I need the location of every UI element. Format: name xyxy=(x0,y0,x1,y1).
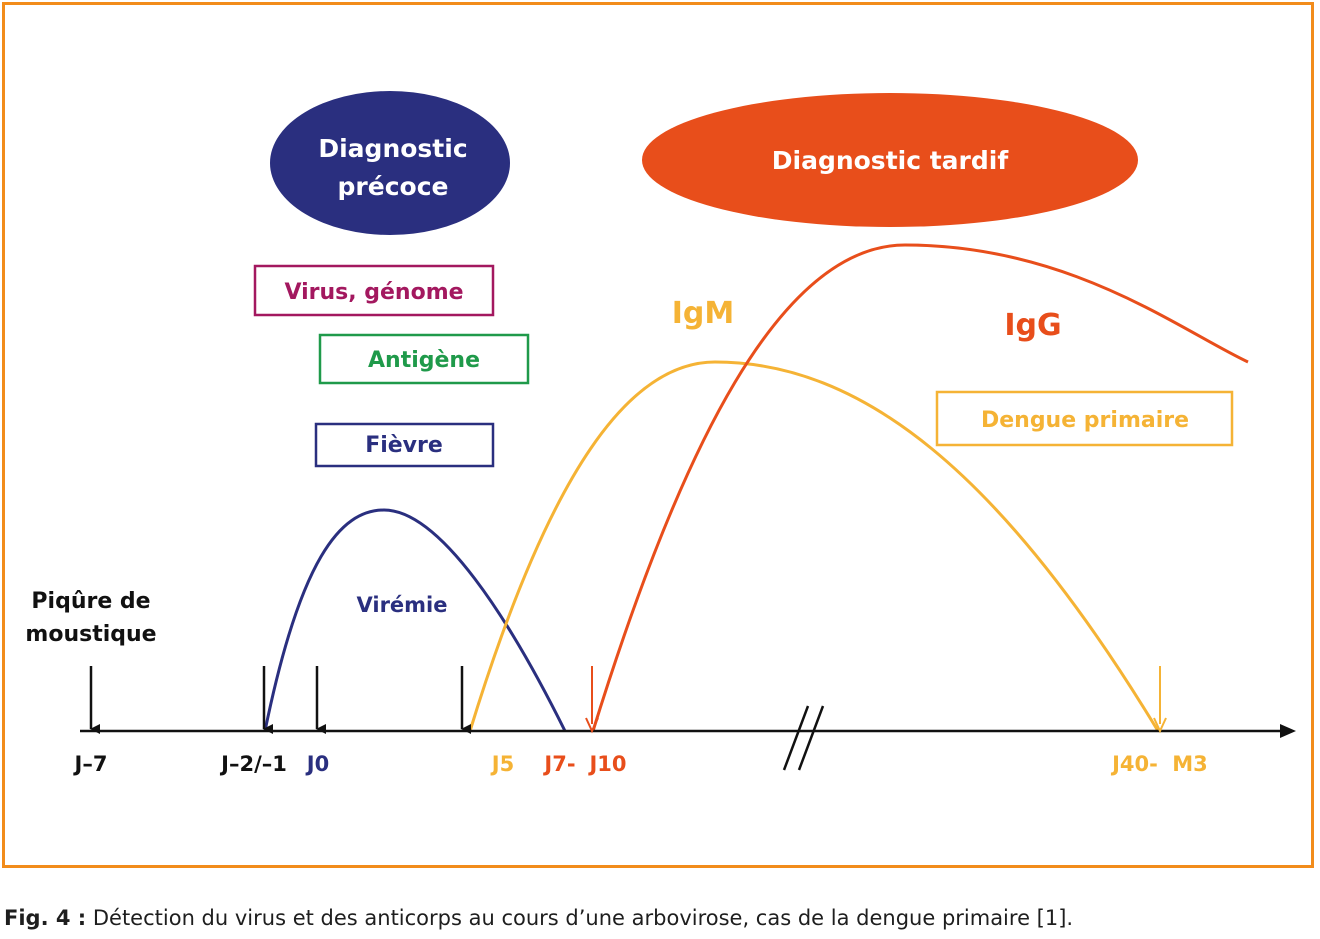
caption-text: Détection du virus et des anticorps au c… xyxy=(86,906,1074,930)
timeline-arrowhead xyxy=(1280,724,1296,738)
tick-label-j-minus7: J–7 xyxy=(73,752,108,776)
early-diagnosis-line1: Diagnostic xyxy=(318,134,467,163)
early-diagnosis-ellipse xyxy=(270,91,510,235)
virus-genome-box xyxy=(253,264,495,317)
figure-frame xyxy=(2,2,1314,868)
figure-caption: Fig. 4 : Détection du virus et des antic… xyxy=(4,906,1316,930)
antigen-label: Antigène xyxy=(368,348,480,373)
antigen-box xyxy=(318,333,530,385)
j40-arrowhead xyxy=(1153,717,1167,734)
tick-label-j7: J7- xyxy=(542,752,575,776)
bite-label-line2: moustique xyxy=(25,622,156,647)
diagram-canvas: Diagnostic précoce Diagnostic tardif Vir… xyxy=(25,91,1296,776)
fever-label: Fièvre xyxy=(365,433,443,458)
caption-figure-number: Fig. 4 : xyxy=(4,906,87,930)
tick-label-j-minus2-1: J–2/–1 xyxy=(219,752,287,776)
tick-label-j5: J5 xyxy=(490,752,514,776)
j7-arrowhead xyxy=(585,717,599,734)
bite-label-line1: Piqûre de xyxy=(31,589,150,614)
igm-label: IgM xyxy=(672,296,735,331)
igm-curve xyxy=(468,360,1160,732)
fever-box xyxy=(314,422,495,468)
tick-label-j40: J40- xyxy=(1110,752,1158,776)
tick-label-m3: M3 xyxy=(1172,752,1208,776)
viremia-label: Virémie xyxy=(356,593,447,617)
igg-label: IgG xyxy=(1004,308,1061,343)
early-diagnosis-line2: précoce xyxy=(338,172,449,201)
dengue-primary-label: Dengue primaire xyxy=(981,408,1189,433)
late-diagnosis-ellipse xyxy=(642,93,1138,227)
axis-break-line-1 xyxy=(782,705,810,771)
dengue-primary-box xyxy=(935,390,1234,447)
viremia-curve xyxy=(263,508,567,732)
igg-curve xyxy=(591,243,1249,732)
tick-label-j10: J10 xyxy=(587,752,626,776)
axis-break-line-2 xyxy=(797,705,825,771)
virus-genome-label: Virus, génome xyxy=(284,280,463,305)
late-diagnosis-label: Diagnostic tardif xyxy=(772,146,1010,175)
tick-label-j0: J0 xyxy=(305,752,329,776)
